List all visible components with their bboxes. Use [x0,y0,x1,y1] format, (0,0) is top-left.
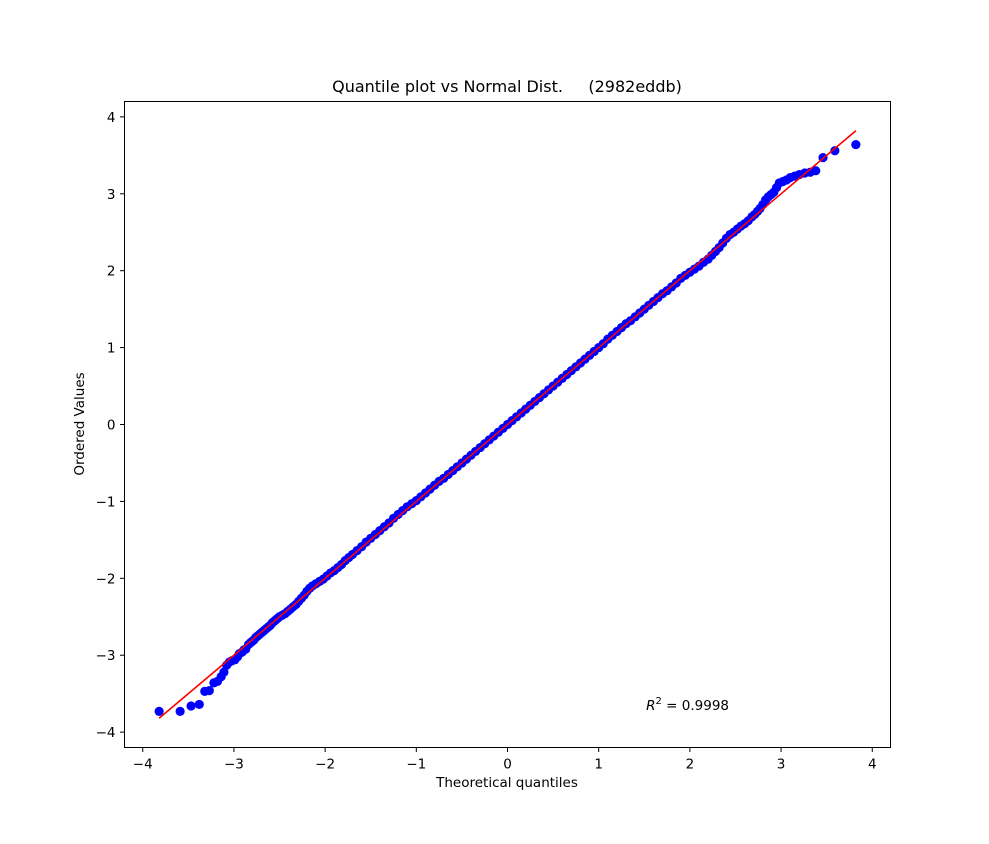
y-tick-label: −3 [96,648,116,664]
x-axis-ticks: −4 −3 −2 −1 0 1 2 3 4 [133,747,877,773]
y-tick-label: 2 [107,264,116,280]
fit-line [158,130,857,719]
plot-marks [154,130,861,719]
y-tick-label: 3 [107,187,116,203]
y-tick-label: 1 [107,341,116,357]
y-tick-label: −4 [96,725,116,741]
x-tick-label: 4 [868,757,877,773]
data-point [811,166,821,176]
data-point [154,706,164,716]
x-tick-label: −2 [315,757,335,773]
y-axis-title: Ordered Values [72,372,88,475]
y-tick-label: 4 [107,110,116,126]
y-axis-ticks: −4 −3 −2 −1 0 1 2 3 4 [96,110,125,741]
data-point [851,139,861,150]
data-point [186,701,196,711]
x-tick-label: 1 [594,757,603,773]
r-squared-symbol: R [646,698,655,714]
data-point [219,667,229,677]
x-tick-label: −3 [224,757,244,773]
data-point [194,699,204,710]
y-tick-label: 0 [107,418,116,434]
y-tick-label: −2 [96,571,116,587]
chart-title: Quantile plot vs Normal Dist. (2982eddb) [332,77,682,96]
x-tick-label: 2 [686,757,695,773]
x-axis-title: Theoretical quantiles [435,775,578,791]
y-tick-label: −1 [96,494,116,510]
x-tick-label: 0 [503,757,512,773]
r-squared-exponent: 2 [656,696,662,707]
data-point [204,685,214,696]
x-tick-label: −1 [406,757,426,773]
data-point [830,146,840,156]
x-tick-label: −4 [133,757,153,773]
x-tick-label: 3 [777,757,786,773]
data-point [175,706,185,716]
r-squared-value: = 0.9998 [662,698,729,714]
r-squared-annotation: R2 = 0.9998 [646,696,729,714]
